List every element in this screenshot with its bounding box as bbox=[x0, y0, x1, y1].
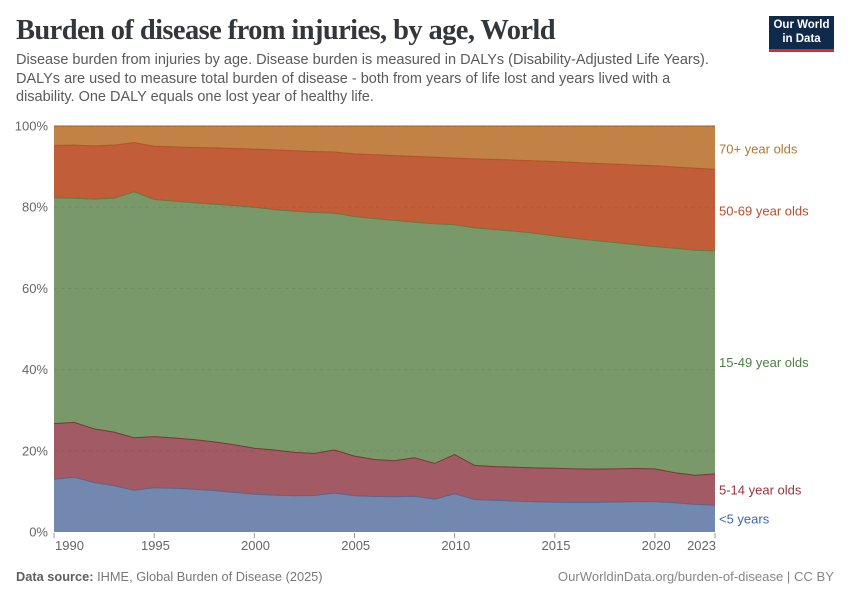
svg-text:1990: 1990 bbox=[55, 538, 84, 553]
svg-text:2020: 2020 bbox=[642, 538, 671, 553]
svg-text:2000: 2000 bbox=[241, 538, 270, 553]
svg-text:70+ year olds: 70+ year olds bbox=[719, 142, 798, 157]
svg-text:40%: 40% bbox=[22, 362, 48, 377]
svg-text:2015: 2015 bbox=[542, 538, 571, 553]
svg-text:50-69 year olds: 50-69 year olds bbox=[719, 204, 809, 219]
svg-text:0%: 0% bbox=[29, 525, 48, 540]
svg-text:<5 years: <5 years bbox=[719, 512, 770, 527]
svg-text:1995: 1995 bbox=[141, 538, 170, 553]
svg-text:2023: 2023 bbox=[687, 538, 716, 553]
svg-text:2005: 2005 bbox=[341, 538, 370, 553]
svg-text:2010: 2010 bbox=[441, 538, 470, 553]
svg-text:5-14 year olds: 5-14 year olds bbox=[719, 483, 802, 498]
svg-text:20%: 20% bbox=[22, 443, 48, 458]
svg-text:15-49 year olds: 15-49 year olds bbox=[719, 355, 809, 370]
svg-text:100%: 100% bbox=[15, 119, 49, 134]
svg-text:60%: 60% bbox=[22, 281, 48, 296]
svg-text:80%: 80% bbox=[22, 200, 48, 215]
